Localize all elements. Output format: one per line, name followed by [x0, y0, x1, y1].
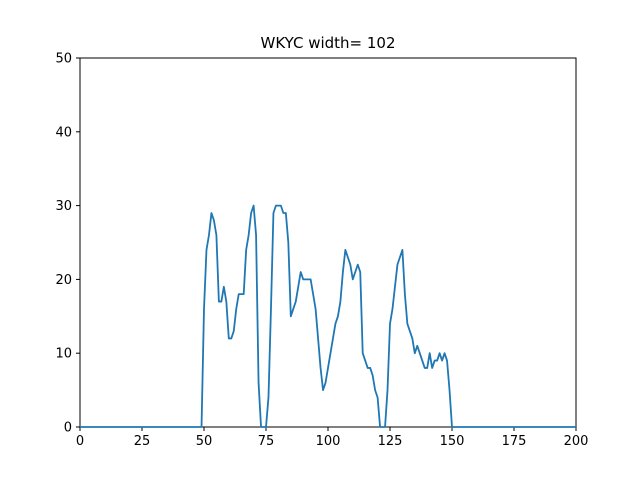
x-tick-label: 175	[502, 434, 527, 449]
y-tick-label: 50	[55, 52, 72, 67]
x-tick-label: 75	[258, 434, 275, 449]
y-axis: 0 10 20 30 40 50	[55, 52, 80, 436]
x-axis: 0 25 50 75 100 125 150 175 200	[76, 427, 589, 449]
series-line	[80, 204, 576, 428]
x-tick-label: 150	[440, 434, 465, 449]
x-tick-label: 25	[134, 434, 151, 449]
series-layer	[80, 204, 576, 428]
x-tick-label: 200	[564, 434, 589, 449]
chart-title: WKYC width= 102	[260, 34, 395, 52]
y-tick-label: 10	[55, 347, 72, 362]
x-tick-label: 50	[196, 434, 213, 449]
x-tick-label: 0	[76, 434, 84, 449]
y-tick-label: 0	[64, 421, 72, 436]
x-tick-label: 125	[378, 434, 403, 449]
x-tick-label: 100	[316, 434, 341, 449]
y-tick-label: 40	[55, 125, 72, 140]
y-tick-label: 20	[55, 273, 72, 288]
y-tick-label: 30	[55, 199, 72, 214]
